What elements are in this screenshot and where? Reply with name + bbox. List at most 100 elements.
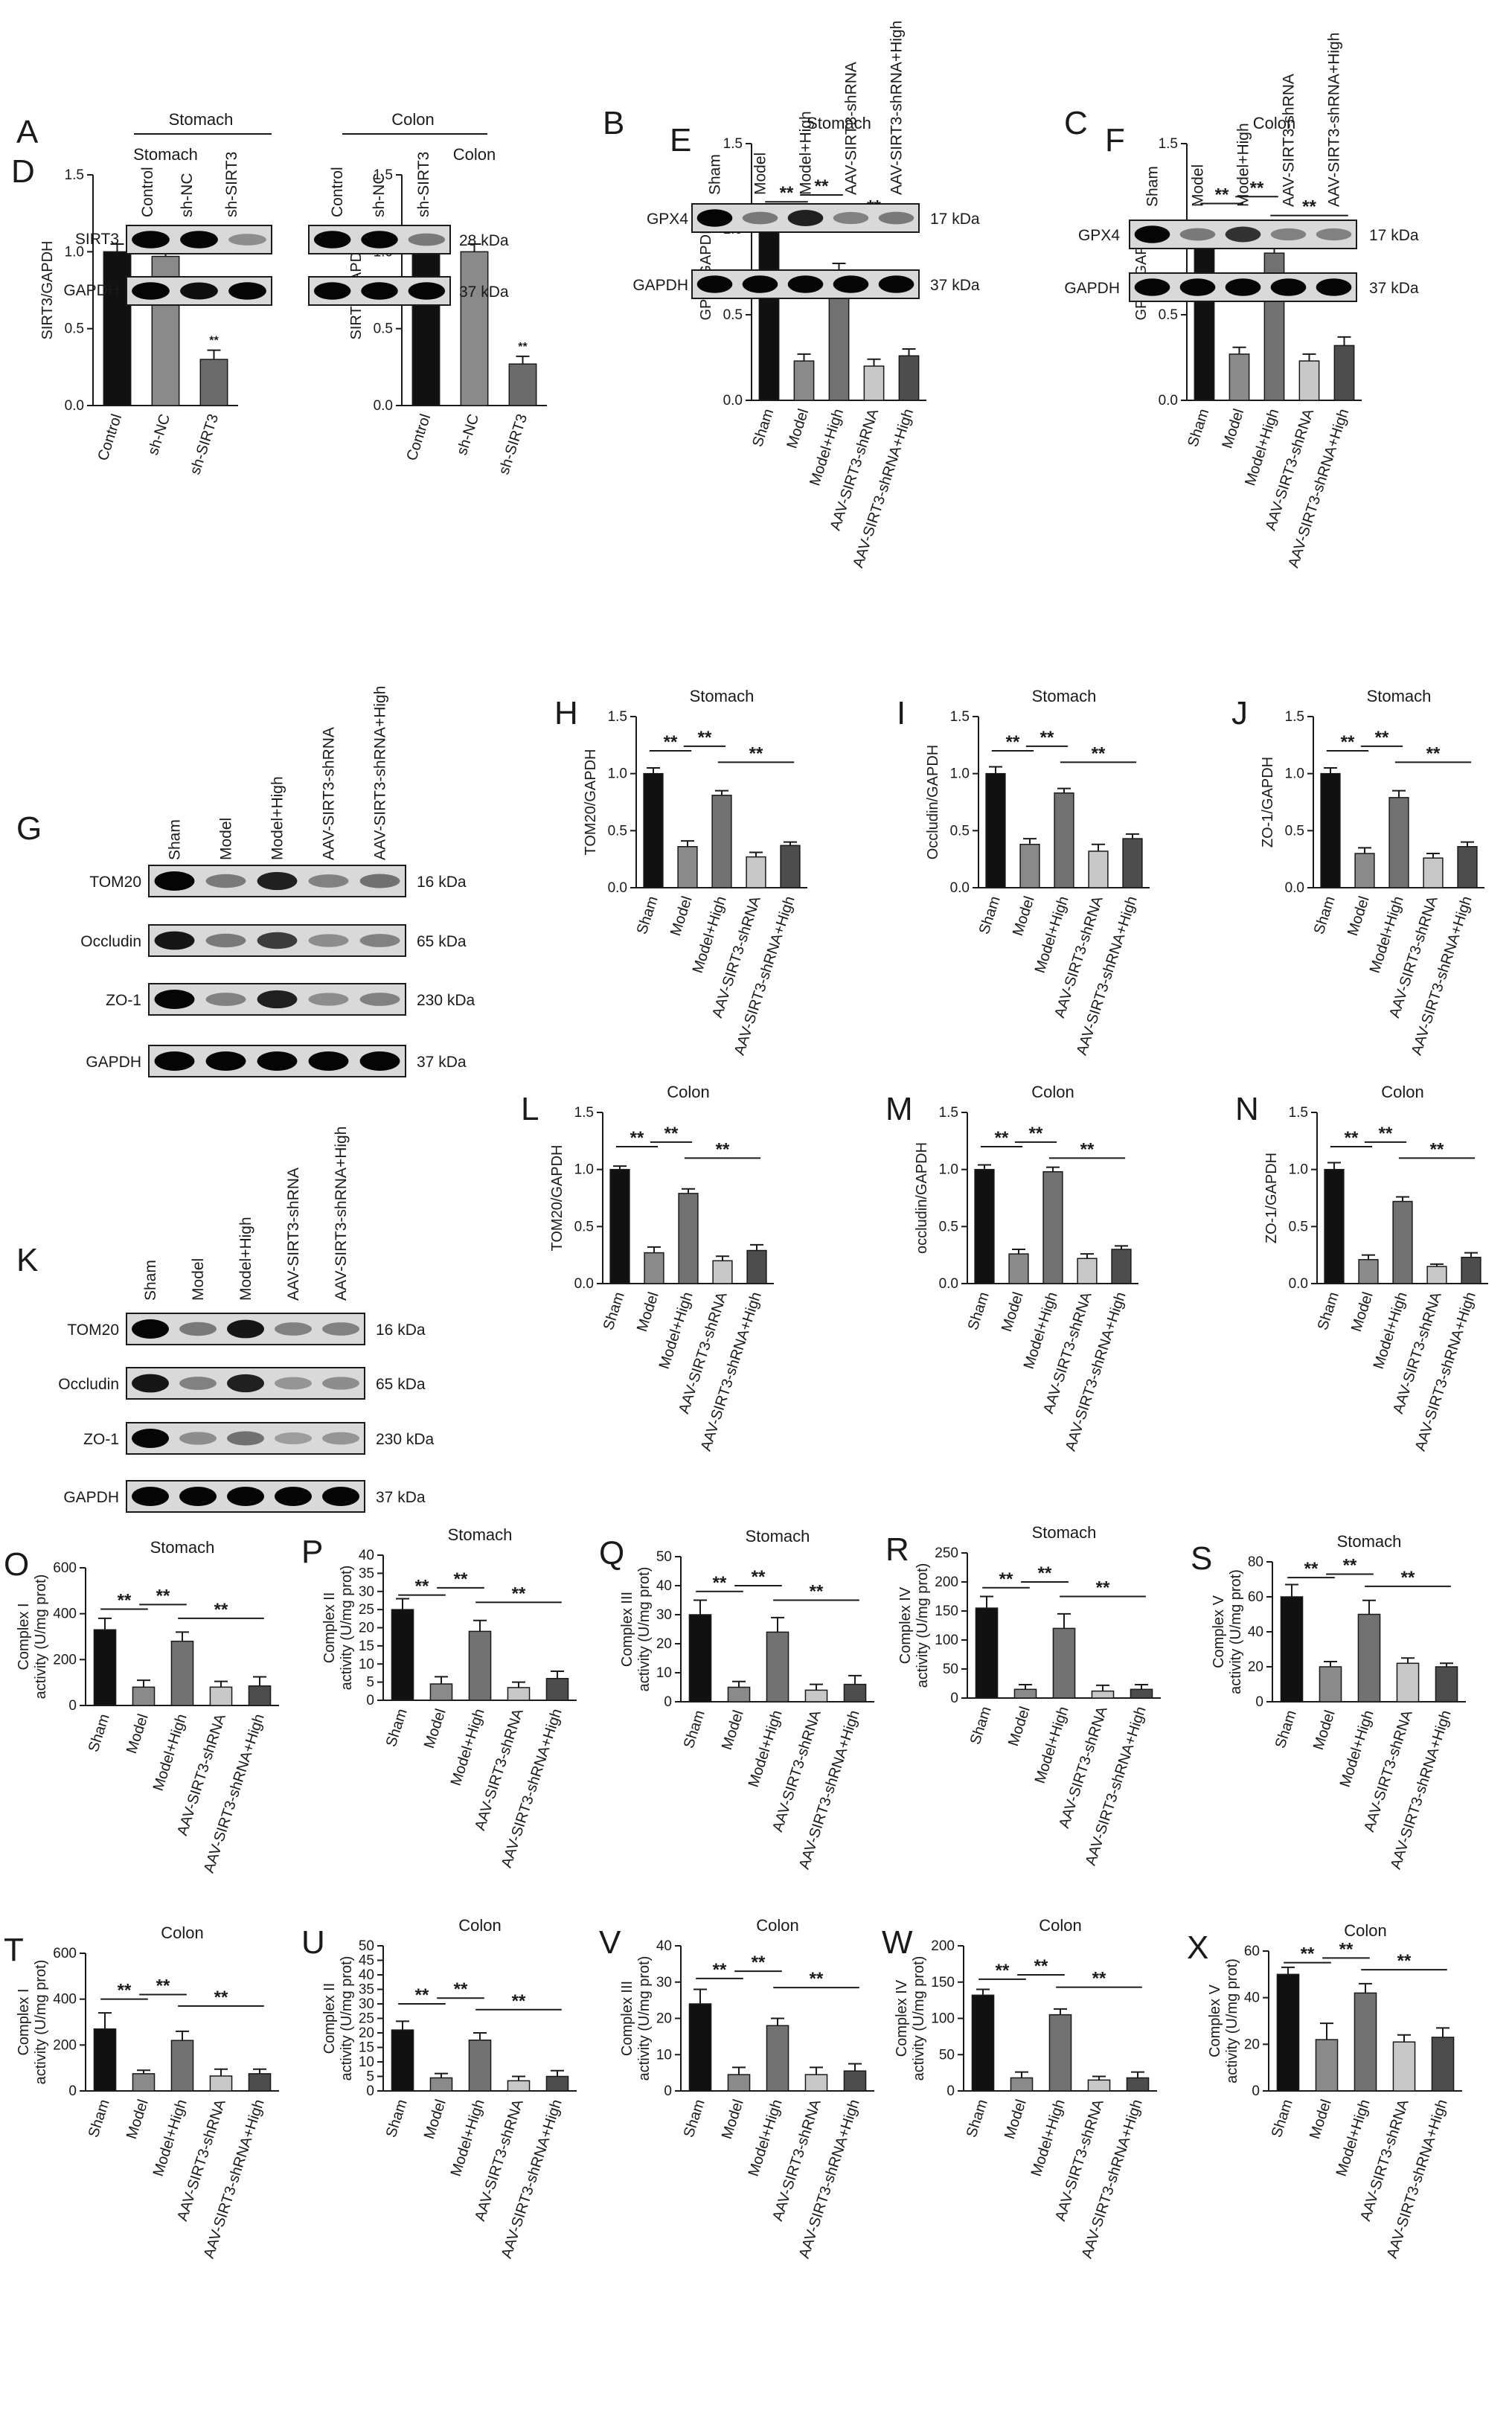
blot-band — [696, 209, 733, 227]
bar — [711, 795, 732, 888]
y-tick-label: 200 — [931, 1938, 955, 1954]
bar — [460, 251, 489, 406]
significance-label: ** — [454, 1569, 468, 1589]
blot-band — [179, 1322, 217, 1336]
y-axis-label: ZO-1/GAPDH — [1263, 1153, 1280, 1243]
y-tick-label: 45 — [359, 1953, 374, 1969]
blot-band — [205, 874, 246, 888]
x-category-label: sh-SIRT3 — [496, 412, 531, 477]
blot-band — [313, 282, 351, 300]
y-tick-label: 20 — [359, 2025, 374, 2041]
chart-title: Colon — [1039, 1916, 1081, 1935]
significance-label: ** — [1034, 1956, 1048, 1976]
y-axis-label-line: activity (U/mg prot) — [1224, 1958, 1240, 2083]
lane-label: Model+High — [237, 1217, 254, 1301]
chart-title: Colon — [453, 145, 496, 164]
y-tick-label: 40 — [656, 1578, 672, 1594]
bar — [507, 1687, 531, 1701]
significance-label: ** — [1080, 1139, 1095, 1159]
x-category-label: Sham — [1315, 1290, 1342, 1332]
significance-label: ** — [698, 728, 712, 748]
blot-band — [275, 1322, 312, 1336]
y-tick-label: 15 — [359, 2040, 374, 2056]
blot-band — [408, 233, 446, 246]
y-tick-label: 0 — [950, 1691, 958, 1706]
chart-title: Stomach — [807, 114, 871, 132]
blot-kda-label: 37 kDa — [930, 277, 980, 294]
blot-band — [132, 282, 170, 300]
bar — [688, 1614, 712, 1703]
blot-kda-label: 65 kDa — [376, 1376, 426, 1393]
y-tick-label: 60 — [1244, 1944, 1260, 1959]
blot-row-label: TOM20 — [67, 1322, 119, 1339]
chart-title: Stomach — [1032, 687, 1097, 705]
x-category-label: Model — [1002, 2098, 1030, 2142]
y-tick-label: 5 — [366, 1675, 374, 1691]
bar — [1333, 345, 1355, 401]
lane-label: AAV-SIRT3-shRNA — [1281, 74, 1298, 207]
blot-band — [322, 1432, 359, 1445]
y-tick-label: 0.0 — [1289, 1276, 1308, 1292]
x-category-label: Model+High — [1242, 407, 1282, 488]
blot-kda-label: 65 kDa — [417, 933, 467, 950]
bar — [1461, 1256, 1481, 1284]
y-tick-label: 25 — [359, 1602, 374, 1618]
y-tick-label: 15 — [359, 1639, 374, 1654]
y-tick-label: 100 — [935, 1633, 958, 1648]
panel-letter-f: F — [1105, 122, 1125, 158]
blot-kda-label: 37 kDa — [376, 1489, 426, 1506]
y-tick-label: 1.5 — [65, 167, 84, 183]
y-tick-label: 1.0 — [608, 766, 627, 782]
x-category-label: Model+High — [746, 2098, 786, 2179]
y-axis-label-line: activity (U/mg prot) — [339, 1566, 355, 1691]
chart-title: Colon — [1253, 114, 1295, 132]
x-category-label: Sham — [681, 2098, 708, 2139]
significance-label: ** — [1301, 1944, 1315, 1964]
y-axis-label-line: Complex IV — [897, 1586, 914, 1664]
y-axis-label: SIRT3/GAPDH — [39, 241, 56, 340]
blot-band — [308, 993, 349, 1006]
y-axis-label-line: activity (U/mg prot) — [914, 1563, 931, 1688]
x-category-label: Model+High — [1028, 2098, 1069, 2179]
panel-letter-d: D — [11, 153, 35, 190]
blot-strip — [126, 1313, 365, 1345]
bar — [1315, 2039, 1339, 2092]
tissue-label-colon: Colon — [391, 110, 434, 129]
blot-band — [257, 871, 298, 891]
bar — [1087, 2079, 1111, 2092]
bar — [712, 1260, 733, 1284]
panel-letter-o: O — [4, 1546, 29, 1583]
lane-label: sh-SIRT3 — [223, 152, 240, 217]
y-tick-label: 30 — [359, 1584, 374, 1600]
significance-label: ** — [1343, 1555, 1357, 1575]
bar — [1228, 353, 1250, 401]
bar — [507, 2080, 531, 2092]
lane-label: AAV-SIRT3-shRNA+High — [333, 1127, 350, 1301]
bar — [209, 1686, 233, 1706]
lane-label: Model+High — [798, 111, 815, 195]
lane-label: AAV-SIRT3-shRNA+High — [372, 686, 389, 860]
y-tick-label: 50 — [943, 1662, 958, 1677]
bar — [93, 2028, 117, 2092]
chart-title: Colon — [667, 1083, 709, 1101]
bar — [793, 360, 815, 401]
y-tick-label: 200 — [53, 2037, 77, 2053]
x-category-label: Sham — [976, 894, 1004, 936]
significance-label: ** — [118, 1591, 132, 1611]
x-category-label: Model — [1310, 1708, 1339, 1752]
blot-band — [132, 231, 170, 249]
y-tick-label: 0.5 — [950, 823, 970, 839]
bar — [1392, 2041, 1416, 2092]
lane-label: Model — [218, 818, 235, 860]
blot-band — [359, 874, 400, 888]
panel-letter-l: L — [521, 1091, 539, 1127]
panel-letter-v: V — [599, 1924, 621, 1961]
x-category-label: Model+High — [1371, 1290, 1411, 1371]
x-category-label: Model — [1345, 894, 1373, 938]
blot-band — [1225, 278, 1261, 296]
y-tick-label: 1.0 — [1285, 766, 1304, 782]
y-tick-label: 0 — [1255, 1694, 1263, 1710]
y-tick-label: 30 — [359, 1996, 374, 2012]
x-category-label: Model — [1010, 894, 1038, 938]
